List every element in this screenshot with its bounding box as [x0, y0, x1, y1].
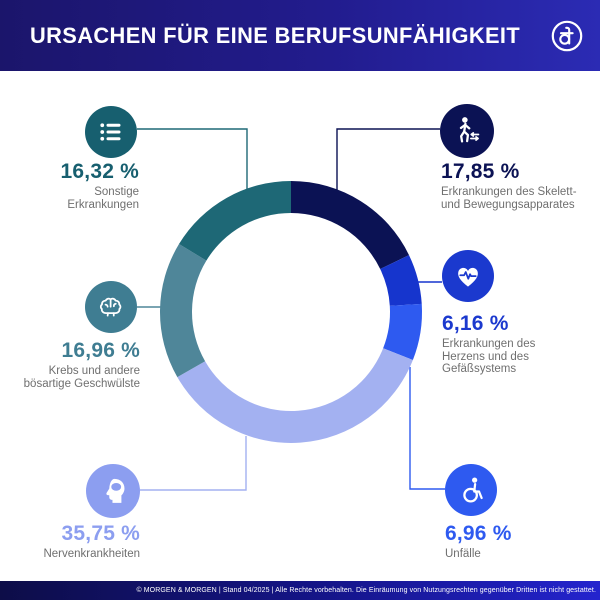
morgen-und-morgen-logo-icon — [551, 20, 583, 51]
percentage-value: 16,96 % — [61, 339, 140, 362]
connector-line-3 — [140, 436, 247, 491]
unfaelle-icon-circle — [445, 464, 497, 516]
donut-segment-0 — [291, 181, 409, 270]
nerven-icon-circle — [86, 464, 140, 518]
percentage-value: 17,85 % — [441, 160, 520, 183]
connector-line-0 — [336, 128, 440, 191]
skelett-icon-circle — [440, 104, 494, 158]
callout-krebs: 16,96 % Krebs und andere bösartige Gesch… — [0, 340, 140, 390]
list-icon — [100, 123, 121, 141]
copyright-text: © MORGEN & MORGEN | Stand 04/2025 | Alle… — [136, 587, 596, 594]
head-profile-icon — [106, 478, 125, 503]
heart-ecg-icon — [458, 267, 478, 287]
brain-icon — [99, 297, 122, 317]
footer: © MORGEN & MORGEN | Stand 04/2025 | Alle… — [0, 581, 600, 600]
cause-label: Erkrankungen des Herzens und des Gefäßsy… — [442, 338, 536, 375]
connector-line-5 — [137, 128, 248, 189]
connector-line-2 — [409, 367, 445, 490]
callout-nerven: 35,75 % Nervenkrankheiten — [0, 523, 140, 561]
sonstige-icon-circle — [85, 106, 137, 158]
percentage-value: 35,75 % — [61, 522, 140, 545]
cause-label: Erkrankungen des Skelett- und Bewegungsa… — [441, 186, 577, 211]
percentage-value: 6,16 % — [442, 312, 509, 335]
cause-label: Unfälle — [445, 548, 481, 560]
donut-segment-4 — [159, 244, 207, 378]
percentage-value: 16,32 % — [60, 160, 139, 183]
donut-segment-5 — [179, 181, 291, 261]
herz-icon-circle — [442, 250, 494, 302]
donut-segment-2 — [383, 303, 423, 360]
donut-segment-3 — [177, 348, 413, 443]
callout-sonstige: 16,32 % Sonstige Erkrankungen — [0, 161, 139, 211]
cause-label: Sonstige Erkrankungen — [67, 186, 139, 211]
cause-label: Nervenkrankheiten — [43, 548, 140, 560]
donut-segment-1 — [380, 255, 422, 306]
header: URSACHEN FÜR EINE BERUFSUNFÄHIGKEIT — [0, 0, 600, 71]
page-title: URSACHEN FÜR EINE BERUFSUNFÄHIGKEIT — [30, 22, 521, 48]
callout-unfaelle: 6,96 % Unfälle — [445, 523, 595, 561]
walking-person-icon — [459, 117, 480, 143]
callout-skelett: 17,85 % Erkrankungen des Skelett- und Be… — [441, 161, 593, 211]
percentage-value: 6,96 % — [445, 522, 512, 545]
cause-label: Krebs und andere bösartige Geschwülste — [23, 365, 140, 390]
krebs-icon-circle — [85, 281, 137, 333]
callout-herz: 6,16 % Erkrankungen des Herzens und des … — [442, 313, 592, 376]
wheelchair-icon — [463, 477, 483, 503]
